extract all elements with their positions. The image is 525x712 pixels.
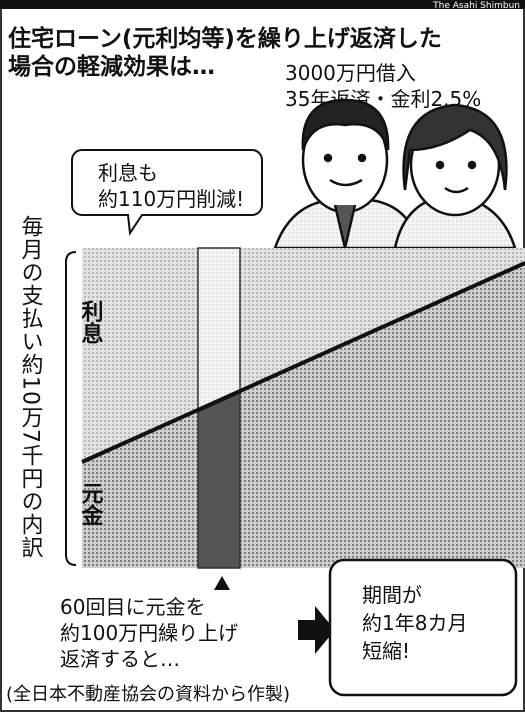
result-text: 短縮!: [362, 639, 410, 663]
principal-label: 元金: [78, 482, 105, 526]
prepay-interest: [197, 247, 241, 414]
interest-label: 利息: [78, 300, 104, 344]
top-bar: [0, 0, 525, 9]
divider-line: [81, 261, 525, 464]
people-illustration: [273, 98, 517, 250]
result-text: 期間が: [362, 583, 422, 607]
pointer: [214, 576, 230, 590]
arrow: [298, 606, 335, 654]
bubble-text: 利息も: [98, 161, 158, 185]
title: 場合の軽減効果は…: [8, 53, 215, 80]
prepay-principal: [197, 391, 241, 569]
note: 返済すると…: [60, 647, 180, 671]
bracket: [65, 251, 77, 566]
credit: The Asahi Shimbun: [432, 1, 520, 11]
bubble-text: 約110万円削減!: [98, 187, 244, 211]
result-box: [328, 558, 518, 697]
source: (全日本不動産協会の資料から作製): [6, 684, 290, 705]
speech-bubble: [71, 149, 263, 236]
note: 60回目に元金を: [60, 595, 205, 619]
condition: 3000万円借入: [285, 61, 416, 85]
axis-label: 毎月の支払い約10万7千円の内訳: [18, 215, 44, 559]
title: 住宅ローン(元利均等)を繰り上げ返済した: [8, 25, 442, 52]
principal-area: [82, 263, 525, 568]
result-text: 約1年8カ月: [362, 611, 467, 635]
note: 約100万円繰り上げ: [60, 621, 238, 645]
